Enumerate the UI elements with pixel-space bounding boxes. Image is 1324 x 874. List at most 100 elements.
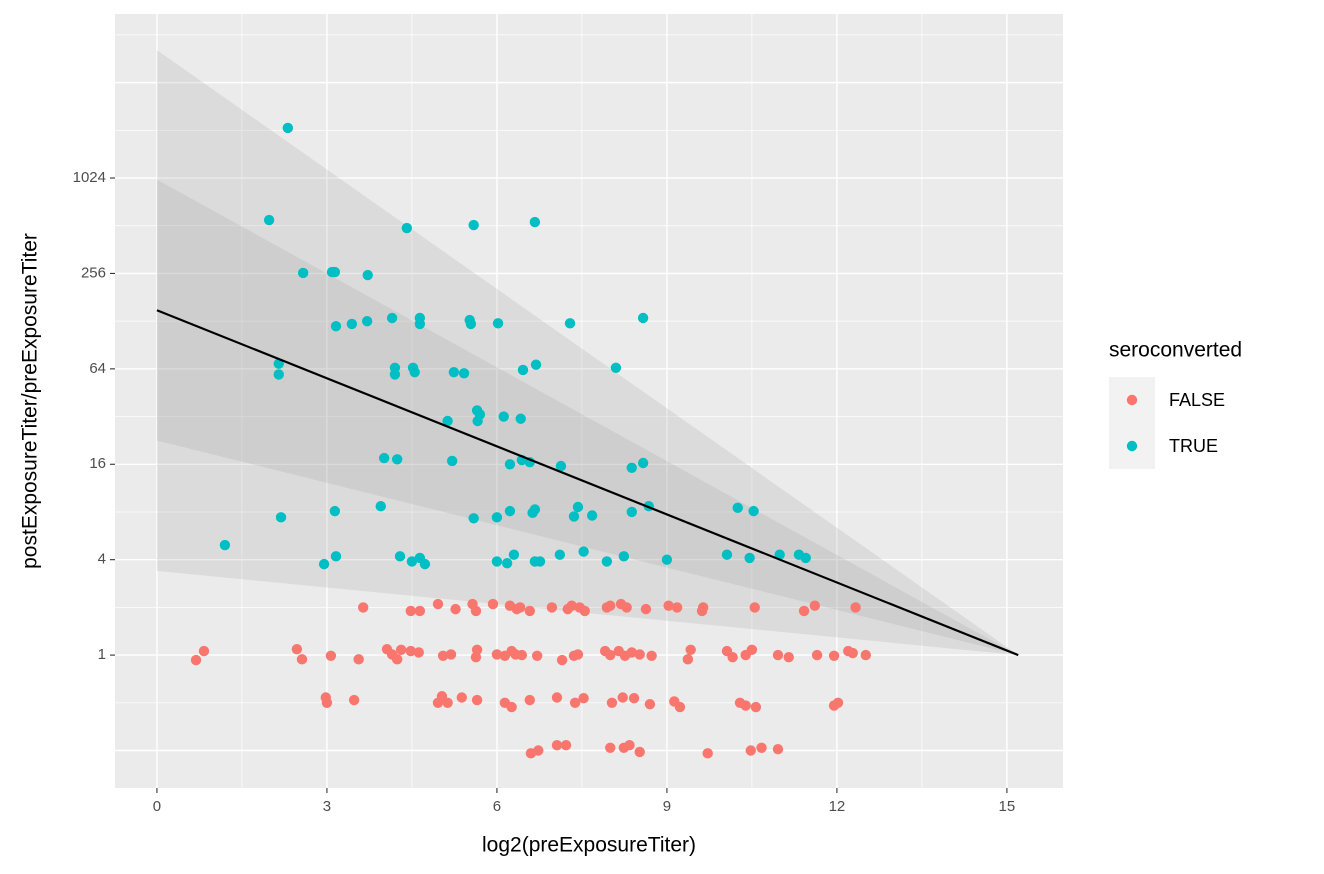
- point: [442, 697, 453, 709]
- point: [531, 650, 543, 661]
- y-tick-label: 16: [89, 455, 106, 472]
- point: [446, 455, 458, 467]
- point: [756, 742, 767, 754]
- point: [578, 546, 589, 557]
- point: [190, 654, 202, 666]
- point: [263, 214, 275, 226]
- point: [579, 605, 590, 617]
- point: [529, 504, 541, 515]
- point: [491, 512, 503, 523]
- point: [458, 368, 470, 379]
- panel-background: [115, 14, 1063, 788]
- point: [275, 512, 287, 523]
- point: [697, 602, 709, 613]
- point: [348, 694, 360, 706]
- point: [405, 645, 416, 657]
- point: [682, 654, 694, 665]
- point: [578, 692, 589, 704]
- point: [330, 551, 342, 562]
- y-tick-label: 1: [98, 646, 106, 663]
- point: [621, 602, 632, 613]
- point: [401, 222, 413, 234]
- point: [626, 506, 637, 518]
- legend: FALSE TRUE: [1109, 377, 1225, 469]
- point: [273, 369, 284, 380]
- point: [798, 605, 810, 617]
- point: [357, 602, 369, 613]
- point: [646, 650, 657, 661]
- point: [634, 746, 645, 758]
- y-axis-title: postExposureTiter/preExposureTiter: [19, 233, 42, 569]
- y-tick-label: 4: [98, 551, 106, 568]
- point: [456, 692, 467, 703]
- point: [745, 745, 756, 756]
- point: [671, 602, 683, 613]
- x-tick-label: 12: [829, 798, 846, 815]
- point: [508, 549, 520, 560]
- point: [746, 644, 758, 655]
- fit-line: [156, 309, 1019, 657]
- point: [530, 359, 542, 370]
- confidence-band: [156, 50, 1019, 656]
- point: [219, 539, 231, 551]
- point: [610, 362, 622, 373]
- point: [378, 452, 390, 464]
- point: [640, 603, 652, 615]
- x-axis-title: log2(preExposureTiter): [482, 834, 696, 857]
- legend-title: seroconverted: [1109, 339, 1242, 362]
- x-tick-label: 0: [153, 798, 161, 815]
- point: [572, 649, 584, 660]
- point: [618, 551, 630, 562]
- point: [749, 602, 760, 613]
- point: [413, 647, 424, 658]
- point: [409, 366, 420, 378]
- point: [800, 552, 811, 564]
- point: [685, 644, 696, 655]
- point: [471, 694, 483, 706]
- point: [389, 369, 401, 380]
- axes: 0 3 6 9 12 15 1 4 16 64 256 1024: [73, 169, 1016, 815]
- point: [702, 748, 713, 759]
- point: [546, 602, 558, 613]
- legend-label: FALSE: [1169, 390, 1225, 410]
- point: [644, 698, 656, 710]
- point: [419, 558, 431, 570]
- point: [556, 654, 568, 666]
- point: [663, 600, 674, 611]
- point: [472, 415, 483, 427]
- point: [501, 558, 513, 569]
- x-tick-label: 9: [663, 798, 671, 815]
- point: [617, 692, 628, 703]
- point: [572, 501, 584, 513]
- point: [491, 649, 503, 660]
- point: [504, 505, 516, 517]
- point: [468, 513, 479, 524]
- confidence-bands: [156, 50, 1019, 656]
- point: [414, 318, 426, 330]
- point: [811, 649, 823, 661]
- point: [291, 643, 303, 655]
- point: [626, 462, 637, 473]
- point: [491, 556, 503, 567]
- point: [487, 598, 499, 610]
- point: [442, 415, 453, 427]
- point: [772, 649, 784, 661]
- point: [468, 219, 479, 231]
- point: [353, 654, 364, 665]
- point: [860, 649, 872, 661]
- point: [198, 645, 210, 657]
- point: [744, 552, 755, 564]
- point: [394, 551, 406, 562]
- point: [470, 605, 482, 617]
- point: [721, 549, 733, 560]
- x-tick-label: 6: [493, 798, 501, 815]
- x-tick-label: 15: [999, 798, 1016, 815]
- point: [391, 654, 403, 665]
- point: [847, 647, 858, 659]
- point: [329, 505, 341, 517]
- point: [437, 650, 449, 661]
- point: [809, 600, 821, 611]
- point: [637, 312, 649, 324]
